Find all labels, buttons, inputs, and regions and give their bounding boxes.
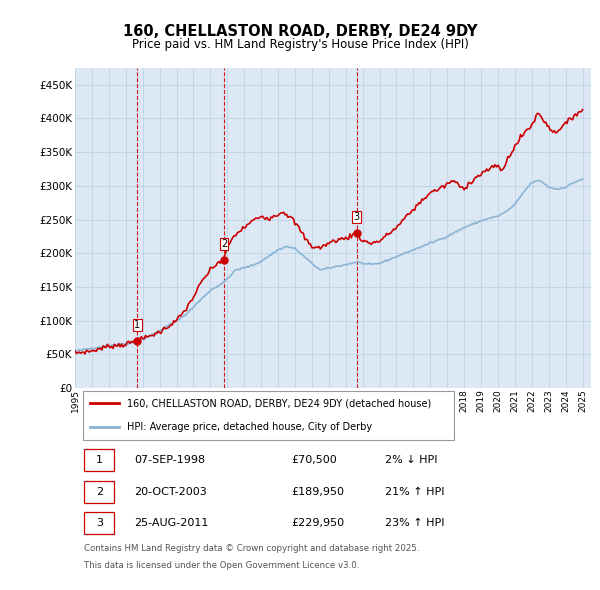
Text: 23% ↑ HPI: 23% ↑ HPI bbox=[385, 518, 444, 528]
Text: 1: 1 bbox=[134, 320, 140, 330]
Text: 07-SEP-1998: 07-SEP-1998 bbox=[134, 455, 205, 465]
Text: 20-OCT-2003: 20-OCT-2003 bbox=[134, 487, 207, 497]
FancyBboxPatch shape bbox=[84, 481, 114, 503]
Text: 160, CHELLASTON ROAD, DERBY, DE24 9DY: 160, CHELLASTON ROAD, DERBY, DE24 9DY bbox=[123, 24, 477, 38]
Text: Price paid vs. HM Land Registry's House Price Index (HPI): Price paid vs. HM Land Registry's House … bbox=[131, 38, 469, 51]
Text: 3: 3 bbox=[353, 212, 360, 222]
Text: 2: 2 bbox=[95, 487, 103, 497]
Text: £229,950: £229,950 bbox=[292, 518, 345, 528]
FancyBboxPatch shape bbox=[83, 391, 454, 440]
Text: 25-AUG-2011: 25-AUG-2011 bbox=[134, 518, 209, 528]
Text: 1: 1 bbox=[96, 455, 103, 465]
Text: 21% ↑ HPI: 21% ↑ HPI bbox=[385, 487, 444, 497]
Text: Contains HM Land Registry data © Crown copyright and database right 2025.: Contains HM Land Registry data © Crown c… bbox=[84, 544, 420, 553]
FancyBboxPatch shape bbox=[84, 449, 114, 471]
FancyBboxPatch shape bbox=[84, 512, 114, 535]
Text: This data is licensed under the Open Government Licence v3.0.: This data is licensed under the Open Gov… bbox=[84, 562, 359, 571]
Text: £189,950: £189,950 bbox=[292, 487, 345, 497]
Text: 2% ↓ HPI: 2% ↓ HPI bbox=[385, 455, 437, 465]
Text: 160, CHELLASTON ROAD, DERBY, DE24 9DY (detached house): 160, CHELLASTON ROAD, DERBY, DE24 9DY (d… bbox=[127, 398, 431, 408]
Text: £70,500: £70,500 bbox=[292, 455, 337, 465]
Text: 3: 3 bbox=[96, 518, 103, 528]
Text: 2: 2 bbox=[221, 239, 227, 249]
Text: HPI: Average price, detached house, City of Derby: HPI: Average price, detached house, City… bbox=[127, 422, 372, 432]
